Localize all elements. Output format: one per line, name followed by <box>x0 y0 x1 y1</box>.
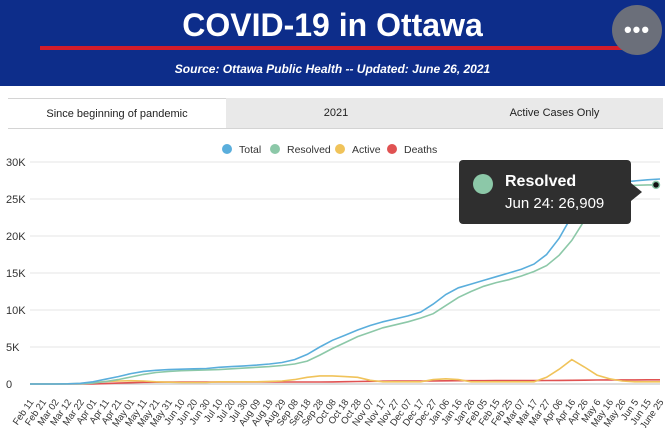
tab-since-beginning[interactable]: Since beginning of pandemic <box>8 98 226 128</box>
series-line-deaths <box>30 379 660 385</box>
legend-swatch-deaths <box>387 144 397 154</box>
legend-swatch-resolved <box>270 144 280 154</box>
y-tick-label-6: 30K <box>6 157 26 169</box>
legend-swatch-active <box>335 144 345 154</box>
legend-label-total: Total <box>239 144 261 156</box>
y-tick-label-0: 0 <box>6 379 12 391</box>
highlight-point <box>651 180 661 190</box>
tooltip-value: Jun 24: 26,909 <box>505 195 605 212</box>
legend-label-deaths: Deaths <box>404 144 437 156</box>
legend-label-resolved: Resolved <box>287 144 331 156</box>
title-underline <box>40 46 624 50</box>
y-tick-label-5: 25K <box>6 194 26 206</box>
view-tabs: Since beginning of pandemic 2021 Active … <box>8 98 663 129</box>
legend-label-active: Active <box>352 144 381 156</box>
series-line-total <box>30 178 661 385</box>
y-tick-label-3: 15K <box>6 268 26 280</box>
series-line-active <box>30 358 660 385</box>
tooltip-arrow <box>631 183 642 201</box>
y-tick-label-1: 5K <box>6 342 20 354</box>
more-options-button[interactable]: ••• <box>612 5 662 55</box>
source-subtitle: Source: Ottawa Public Health -- Updated:… <box>174 62 491 76</box>
tooltip-swatch <box>473 174 493 194</box>
legend-swatch-total <box>222 144 232 154</box>
tab-2021[interactable]: 2021 <box>323 107 349 119</box>
y-tick-label-4: 20K <box>6 231 26 243</box>
tooltip-series-name: Resolved <box>505 173 577 190</box>
y-tick-label-2: 10K <box>6 305 26 317</box>
tooltip: Resolved Jun 24: 26,909 <box>459 160 631 224</box>
page-title: COVID-19 in Ottawa <box>182 7 483 43</box>
header-banner: COVID-19 in Ottawa Source: Ottawa Public… <box>0 0 665 86</box>
tab-active-cases-only[interactable]: Active Cases Only <box>509 107 600 119</box>
series-line-resolved <box>30 184 660 385</box>
